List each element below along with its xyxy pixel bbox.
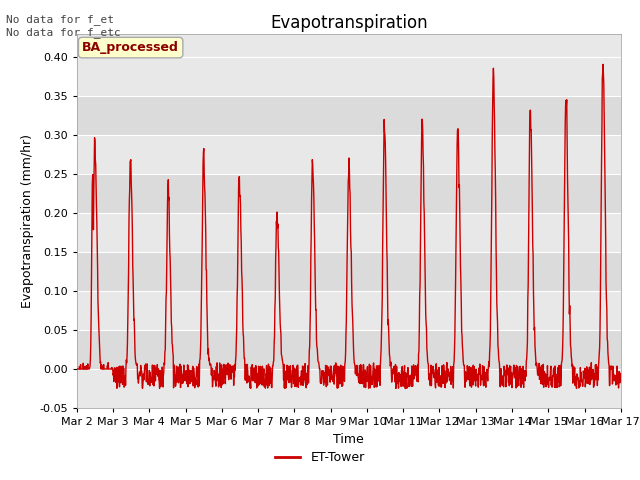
Bar	[77, 330, 621, 369]
Text: No data for f_et
No data for f_etc: No data for f_et No data for f_etc	[6, 14, 121, 38]
Legend: ET-Tower: ET-Tower	[270, 446, 370, 469]
X-axis label: Time: Time	[333, 432, 364, 445]
Bar	[77, 252, 621, 291]
Bar	[77, 96, 621, 135]
Bar	[77, 174, 621, 213]
Y-axis label: Evapotranspiration (mm/hr): Evapotranspiration (mm/hr)	[20, 134, 33, 308]
Text: BA_processed: BA_processed	[82, 41, 179, 54]
Title: Evapotranspiration: Evapotranspiration	[270, 14, 428, 32]
